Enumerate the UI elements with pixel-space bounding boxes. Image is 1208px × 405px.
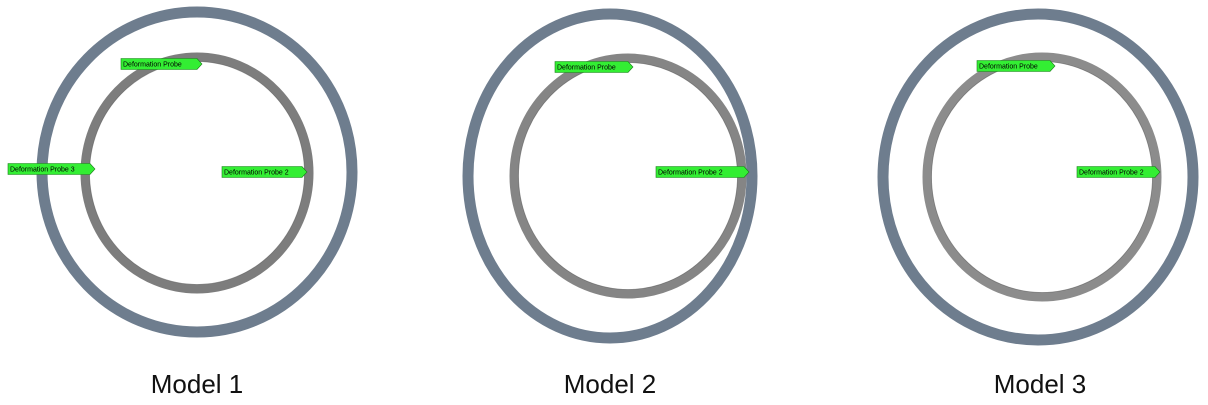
outer-ring (462, 8, 758, 344)
inner-ring (922, 52, 1162, 302)
probe-label: Deformation Probe (979, 63, 1038, 70)
model-label: Model 1 (151, 369, 244, 399)
probe-flag (655, 166, 750, 178)
probe-label: Deformation Probe 3 (10, 166, 75, 173)
probe-label: Deformation Probe 2 (1079, 169, 1144, 176)
probe-flag (976, 60, 1056, 72)
model-panel: Deformation Probe Deformation Probe 3 Defo… (7, 6, 358, 399)
outer-ring (877, 8, 1199, 346)
probe-flag (7, 163, 96, 175)
model-panel: Deformation Probe Deformation Probe 2 Mode… (877, 8, 1199, 399)
probe-flag (120, 58, 203, 70)
probe-label: Deformation Probe 2 (658, 169, 723, 176)
probe-label: Deformation Probe (123, 61, 182, 68)
model-label: Model 3 (994, 369, 1087, 399)
model-panel: Deformation Probe Deformation Probe 2 Mode… (462, 8, 758, 399)
probe-label: Deformation Probe 2 (224, 169, 289, 176)
probe-flag (221, 166, 308, 178)
probe-label: Deformation Probe (557, 64, 616, 71)
probe-flag (1076, 166, 1161, 178)
probe-flag (554, 61, 634, 73)
model-label: Model 2 (564, 369, 657, 399)
